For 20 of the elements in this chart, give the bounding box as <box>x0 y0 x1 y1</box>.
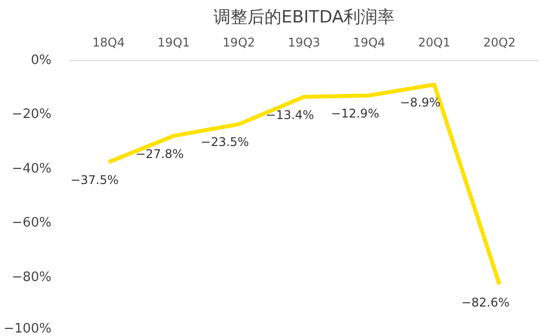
y-tick-label: 0% <box>30 53 52 68</box>
y-tick-label: −60% <box>12 216 52 231</box>
x-tick-label: 20Q1 <box>418 36 450 50</box>
x-tick-label: 19Q4 <box>352 36 386 50</box>
text: −23.5% <box>200 135 249 150</box>
y-tick-label: −80% <box>12 270 52 285</box>
text: −82.6% <box>461 295 510 310</box>
x-tick-label: 19Q2 <box>222 36 256 50</box>
y-tick-label: −40% <box>12 161 52 176</box>
x-tick-label: 18Q4 <box>92 36 125 50</box>
x-tick-label: 20Q2 <box>483 36 516 50</box>
text: −12.9% <box>331 106 380 120</box>
y-tick-label: −20% <box>12 107 52 122</box>
text: −37.5% <box>70 173 119 188</box>
text: −13.4% <box>266 108 314 122</box>
chart-title: 调整后的EBITDA利润率 <box>213 8 395 28</box>
text: −27.8% <box>136 146 184 161</box>
y-tick-label: −100% <box>3 322 52 336</box>
x-tick-label: 19Q3 <box>288 36 320 50</box>
x-tick-label: 19Q1 <box>158 36 190 50</box>
